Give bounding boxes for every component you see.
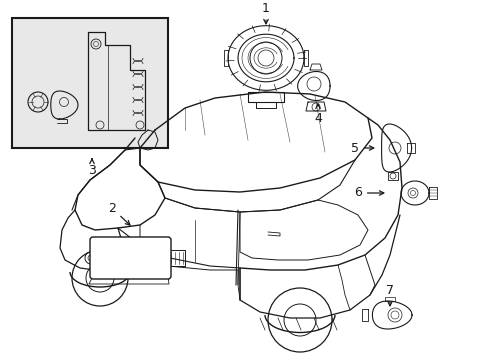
Text: 4: 4 (313, 104, 321, 125)
Bar (111, 246, 149, 270)
Text: 6: 6 (353, 186, 383, 199)
Text: 7: 7 (385, 284, 393, 306)
Text: 2: 2 (108, 202, 130, 225)
Bar (141, 249, 151, 267)
Text: 5: 5 (350, 141, 373, 154)
Text: 3: 3 (88, 159, 96, 177)
Bar (12, 18, 168, 148)
FancyBboxPatch shape (90, 237, 171, 279)
Text: 1: 1 (262, 1, 269, 24)
Bar (127, 249, 137, 267)
Bar (113, 249, 123, 267)
